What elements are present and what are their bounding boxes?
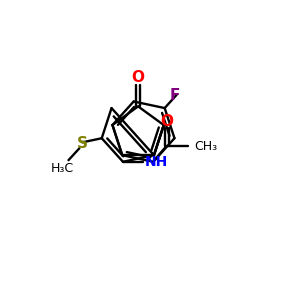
Text: H₃C: H₃C [51, 162, 74, 175]
Text: O: O [160, 114, 173, 129]
Text: F: F [169, 88, 180, 103]
Text: O: O [132, 70, 145, 85]
Text: NH: NH [145, 155, 168, 169]
Text: CH₃: CH₃ [194, 140, 218, 153]
Text: S: S [77, 136, 88, 151]
